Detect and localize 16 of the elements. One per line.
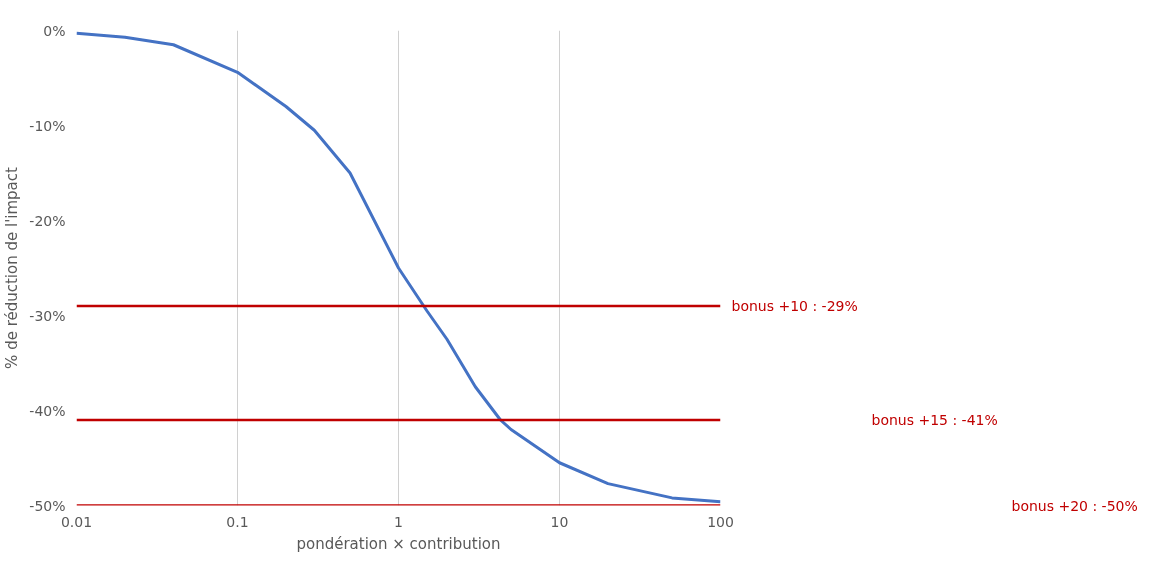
ref-line-label: bonus +20 : -50%: [1011, 497, 1138, 514]
y-tick-label: -40%: [29, 402, 66, 419]
x-tick-label: 0.1: [226, 513, 249, 530]
y-tick-label: -50%: [29, 497, 66, 514]
x-tick-label: 1: [394, 513, 403, 530]
y-tick-label: 0%: [43, 22, 66, 39]
y-tick-label: -10%: [29, 117, 66, 134]
y-tick-label: -30%: [29, 307, 66, 324]
y-tick-label: -20%: [29, 212, 66, 229]
ref-line-label: bonus +15 : -41%: [871, 412, 998, 428]
x-tick-label: 100: [707, 513, 734, 530]
ref-line-label: bonus +10 : -29%: [731, 298, 858, 314]
x-tick-label: 0.01: [60, 513, 93, 530]
x-axis-title: pondération × contribution: [296, 534, 501, 553]
x-tick-label: 10: [550, 513, 569, 530]
y-axis-title: % de réduction de l'impact: [3, 166, 22, 369]
